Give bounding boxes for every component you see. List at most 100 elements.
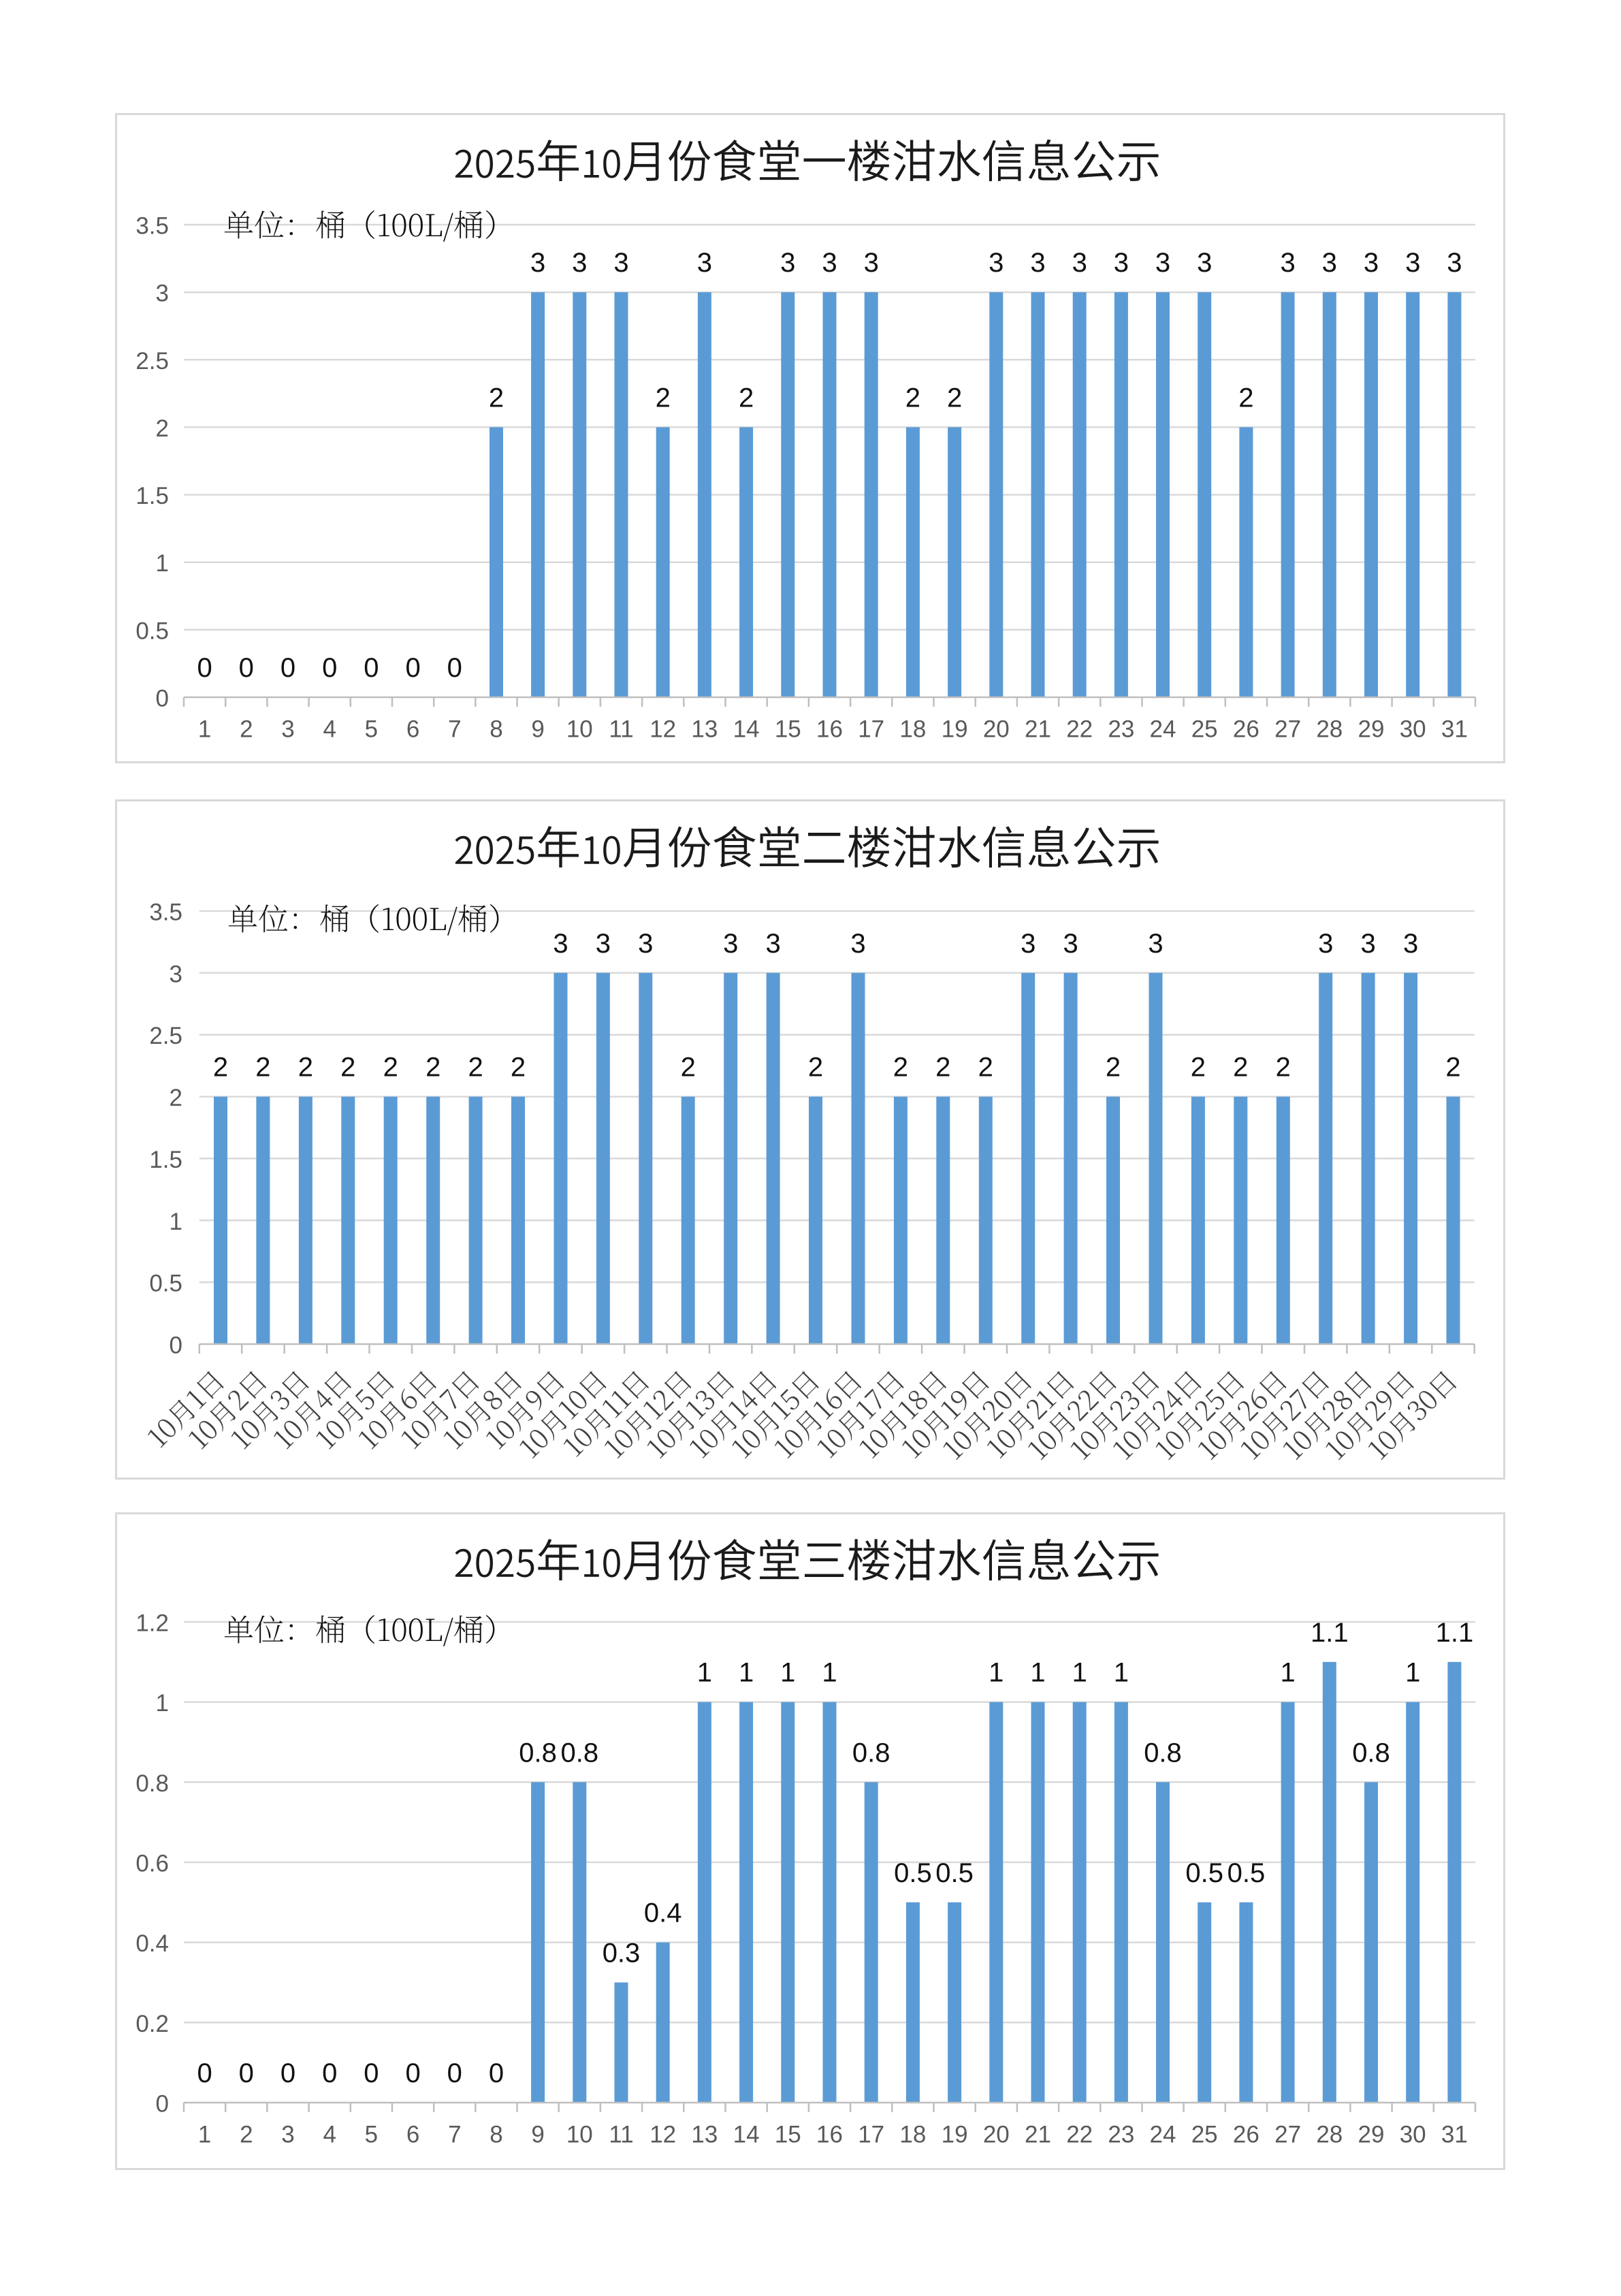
svg-text:2: 2: [240, 2122, 253, 2148]
svg-text:26: 26: [1233, 716, 1259, 743]
svg-text:3: 3: [1148, 929, 1163, 959]
svg-text:19: 19: [942, 2122, 968, 2148]
svg-text:3: 3: [697, 248, 712, 278]
svg-text:1: 1: [989, 1658, 1004, 1688]
svg-text:26: 26: [1233, 2122, 1259, 2148]
svg-text:21: 21: [1025, 716, 1051, 743]
svg-text:3: 3: [613, 248, 628, 278]
svg-text:3: 3: [1021, 929, 1036, 959]
svg-text:0: 0: [170, 1333, 182, 1359]
svg-text:23: 23: [1108, 2122, 1134, 2148]
svg-text:3: 3: [170, 961, 182, 987]
svg-text:1: 1: [780, 1658, 795, 1688]
svg-text:1: 1: [198, 2122, 211, 2148]
svg-text:3: 3: [1155, 248, 1170, 278]
svg-text:28: 28: [1316, 2122, 1343, 2148]
svg-text:25: 25: [1191, 2122, 1218, 2148]
svg-text:1.5: 1.5: [149, 1147, 182, 1173]
svg-text:0: 0: [447, 653, 462, 683]
svg-text:3: 3: [281, 716, 294, 743]
svg-text:2: 2: [656, 383, 671, 413]
svg-text:2: 2: [255, 1053, 270, 1083]
svg-text:0: 0: [322, 653, 337, 683]
svg-text:1: 1: [1072, 1658, 1087, 1688]
svg-text:14: 14: [733, 2122, 760, 2148]
svg-text:3: 3: [1364, 248, 1379, 278]
svg-text:0: 0: [364, 2058, 379, 2088]
svg-text:28: 28: [1316, 716, 1343, 743]
svg-text:1: 1: [697, 1658, 712, 1688]
svg-text:1: 1: [170, 1209, 182, 1235]
svg-text:0: 0: [280, 2058, 295, 2088]
svg-text:22: 22: [1066, 716, 1093, 743]
svg-text:2: 2: [1106, 1053, 1121, 1083]
svg-text:0: 0: [197, 2058, 212, 2088]
svg-text:3: 3: [1318, 929, 1333, 959]
svg-text:0.8: 0.8: [519, 1738, 557, 1768]
svg-text:0: 0: [239, 2058, 254, 2088]
svg-text:1: 1: [1405, 1658, 1420, 1688]
svg-text:2: 2: [426, 1053, 440, 1083]
svg-text:7: 7: [448, 716, 461, 743]
svg-text:29: 29: [1358, 716, 1385, 743]
svg-text:2: 2: [947, 383, 962, 413]
svg-text:3: 3: [156, 281, 169, 307]
svg-text:18: 18: [899, 716, 926, 743]
svg-text:31: 31: [1441, 2122, 1468, 2148]
svg-text:3: 3: [1197, 248, 1212, 278]
svg-text:14: 14: [733, 716, 760, 743]
svg-text:3: 3: [765, 929, 780, 959]
svg-text:8: 8: [489, 2122, 502, 2148]
svg-text:2: 2: [1238, 383, 1253, 413]
svg-text:4: 4: [323, 2122, 336, 2148]
svg-text:1: 1: [1114, 1658, 1129, 1688]
svg-text:7: 7: [448, 2122, 461, 2148]
svg-text:1.2: 1.2: [135, 1610, 169, 1637]
svg-text:2: 2: [240, 716, 253, 743]
svg-text:2: 2: [340, 1053, 355, 1083]
svg-text:12: 12: [649, 716, 676, 743]
svg-text:3: 3: [723, 929, 738, 959]
svg-text:0: 0: [156, 2091, 169, 2118]
svg-text:3.5: 3.5: [135, 213, 169, 240]
svg-text:2: 2: [1191, 1053, 1206, 1083]
svg-text:3: 3: [1280, 248, 1295, 278]
svg-text:30: 30: [1400, 2122, 1426, 2148]
svg-text:0: 0: [239, 653, 254, 683]
svg-text:2.5: 2.5: [135, 348, 169, 374]
svg-text:0.3: 0.3: [603, 1939, 641, 1968]
svg-text:0: 0: [447, 2058, 462, 2088]
svg-text:3: 3: [1063, 929, 1078, 959]
svg-text:0.5: 0.5: [1185, 1858, 1223, 1888]
svg-text:16: 16: [816, 2122, 843, 2148]
svg-text:2: 2: [893, 1053, 908, 1083]
svg-text:3: 3: [638, 929, 653, 959]
svg-text:13: 13: [691, 2122, 718, 2148]
svg-text:30: 30: [1400, 716, 1426, 743]
svg-text:3: 3: [989, 248, 1004, 278]
svg-text:0.8: 0.8: [1352, 1738, 1390, 1768]
svg-text:3: 3: [864, 248, 879, 278]
svg-text:3: 3: [553, 929, 568, 959]
svg-text:3: 3: [1072, 248, 1087, 278]
svg-text:3: 3: [1030, 248, 1045, 278]
svg-text:0.4: 0.4: [644, 1898, 682, 1928]
svg-text:12: 12: [649, 2122, 676, 2148]
svg-text:2: 2: [468, 1053, 483, 1083]
svg-text:8: 8: [489, 716, 502, 743]
svg-text:2: 2: [156, 415, 169, 442]
svg-text:1: 1: [1280, 1658, 1295, 1688]
svg-text:17: 17: [858, 716, 884, 743]
svg-text:2: 2: [170, 1085, 182, 1111]
svg-text:23: 23: [1108, 716, 1134, 743]
svg-text:4: 4: [323, 716, 336, 743]
svg-text:1: 1: [822, 1658, 837, 1688]
svg-text:0.8: 0.8: [1144, 1738, 1182, 1768]
svg-text:2: 2: [213, 1053, 228, 1083]
svg-text:3: 3: [1360, 929, 1375, 959]
svg-text:25: 25: [1191, 716, 1218, 743]
svg-text:6: 6: [406, 2122, 419, 2148]
svg-text:2: 2: [905, 383, 920, 413]
svg-text:2: 2: [1233, 1053, 1248, 1083]
svg-text:0: 0: [364, 653, 379, 683]
